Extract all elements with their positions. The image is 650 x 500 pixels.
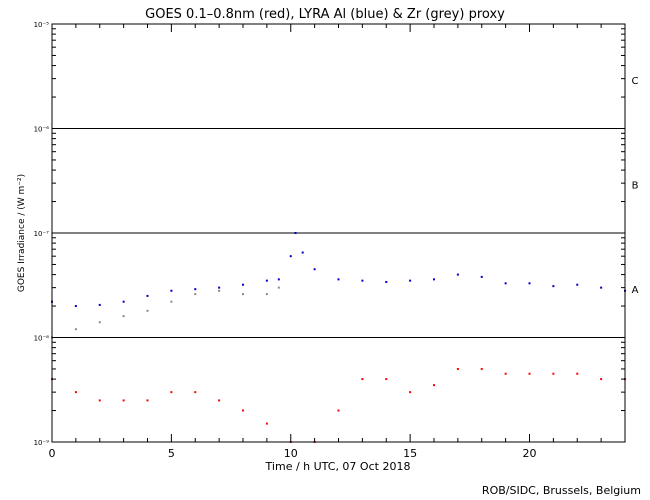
data-point <box>146 294 149 297</box>
x-tick-label: 10 <box>284 447 298 460</box>
series-0 <box>51 367 626 443</box>
data-point <box>194 288 197 291</box>
x-tick-label: 20 <box>523 447 537 460</box>
chart-title: GOES 0.1–0.8nm (red), LYRA Al (blue) & Z… <box>145 7 505 22</box>
data-point <box>74 305 77 308</box>
data-point <box>294 232 297 234</box>
data-point <box>194 293 197 296</box>
data-point <box>277 278 280 281</box>
data-point <box>385 378 388 381</box>
data-point <box>361 279 364 282</box>
data-point <box>361 378 364 381</box>
series-1 <box>51 232 626 308</box>
flare-class-label: A <box>632 285 639 296</box>
data-point <box>528 282 531 285</box>
y-tick-label: 10⁻⁶ <box>34 126 50 134</box>
data-point <box>480 275 483 278</box>
y-tick-label: 10⁻⁸ <box>34 335 50 343</box>
data-point <box>74 391 77 394</box>
data-point <box>600 286 603 289</box>
data-point <box>337 409 340 412</box>
data-point <box>265 422 268 425</box>
data-point <box>242 293 244 296</box>
data-point <box>74 328 77 331</box>
footer-credit: ROB/SIDC, Brussels, Belgium <box>482 484 641 497</box>
data-point <box>576 372 579 375</box>
data-point <box>433 278 435 281</box>
data-point <box>242 409 244 412</box>
data-point <box>289 255 292 258</box>
data-point <box>98 321 101 324</box>
data-point <box>146 399 149 402</box>
data-point <box>265 293 268 296</box>
data-point <box>194 391 197 394</box>
y-tick-label: 10⁻⁵ <box>34 21 50 29</box>
series-2 <box>51 286 280 339</box>
data-point <box>218 286 221 289</box>
data-point <box>552 285 555 288</box>
y-tick-label: 10⁻⁷ <box>34 230 50 238</box>
x-axis-label: Time / h UTC, 07 Oct 2018 <box>265 460 411 473</box>
data-point <box>528 372 531 375</box>
data-point <box>146 309 149 312</box>
data-point <box>170 289 173 292</box>
data-point <box>456 367 459 370</box>
data-point <box>576 283 579 286</box>
data-point <box>301 251 304 254</box>
data-point <box>456 273 459 276</box>
data-point <box>277 286 280 289</box>
data-point <box>409 279 412 282</box>
data-point <box>552 372 555 375</box>
y-axis-label: GOES Irradiance / (W m⁻²) <box>17 174 27 292</box>
x-tick-label: 15 <box>403 447 417 460</box>
data-point <box>122 315 125 318</box>
data-point <box>337 278 340 281</box>
plot-frame <box>51 23 626 443</box>
data-point <box>504 282 507 285</box>
y-tick-label: 10⁻⁹ <box>34 439 50 447</box>
x-tick-label: 0 <box>49 447 56 460</box>
data-point <box>265 279 268 282</box>
data-point <box>600 378 603 381</box>
data-point <box>98 399 101 402</box>
flare-class-label: C <box>632 76 639 87</box>
data-point <box>433 384 435 387</box>
flare-class-label: B <box>632 181 639 192</box>
data-point <box>480 367 483 370</box>
data-point <box>170 391 173 394</box>
data-point <box>313 268 316 271</box>
data-point <box>218 399 221 402</box>
data-point <box>122 300 125 303</box>
data-point <box>385 280 388 283</box>
data-point <box>218 289 221 292</box>
data-point <box>98 303 101 306</box>
data-point <box>242 283 244 286</box>
data-point <box>122 399 125 402</box>
data-point <box>170 300 173 303</box>
data-point <box>409 391 412 394</box>
x-tick-label: 5 <box>168 447 175 460</box>
data-point <box>504 372 507 375</box>
